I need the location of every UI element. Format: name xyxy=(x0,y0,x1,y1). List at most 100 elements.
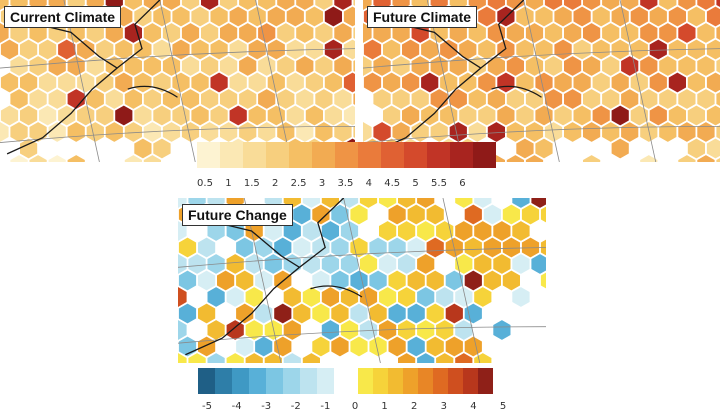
map-hexagon xyxy=(263,253,283,275)
map-hexagon xyxy=(401,71,420,94)
map-hexagon xyxy=(534,38,554,61)
map-hexagon xyxy=(563,121,583,143)
map-hexagon xyxy=(658,88,678,110)
map-hexagon xyxy=(511,198,531,209)
map-hexagon xyxy=(124,55,143,77)
legend-change-positive-colorbar xyxy=(358,368,493,394)
map-hexagon xyxy=(553,71,573,94)
map-hexagon xyxy=(228,104,248,127)
map-hexagon xyxy=(311,203,331,226)
map-hexagon xyxy=(591,104,611,127)
map-hexagon xyxy=(686,5,706,28)
map-hexagon xyxy=(629,104,649,127)
map-hexagon xyxy=(304,5,324,28)
map-hexagon xyxy=(323,38,343,61)
map-hexagon xyxy=(349,269,369,292)
map-hexagon xyxy=(563,88,583,110)
map-hexagon xyxy=(525,121,544,143)
map-hexagon xyxy=(257,22,277,44)
island-outline xyxy=(310,285,363,298)
map-hexagon xyxy=(429,88,449,110)
map-hexagon xyxy=(181,22,200,44)
map-hexagon xyxy=(178,253,188,275)
legend-swatch xyxy=(358,142,381,168)
map-hexagon xyxy=(501,203,521,226)
map-hexagon xyxy=(448,88,468,110)
legend-tick-label: 4 xyxy=(470,401,477,412)
map-hexagon xyxy=(333,0,353,11)
map-hexagon xyxy=(387,302,407,325)
map-hexagon xyxy=(397,220,417,242)
map-hexagon xyxy=(458,104,478,127)
map-hexagon xyxy=(0,71,19,94)
legend-swatch xyxy=(448,368,463,394)
map-hexagon xyxy=(162,0,181,11)
map-hexagon xyxy=(696,22,716,44)
map-hexagon xyxy=(76,38,96,61)
map-hexagon xyxy=(38,38,57,61)
map-hexagon xyxy=(133,71,153,94)
map-hexagon xyxy=(429,121,449,143)
map-hexagon xyxy=(292,302,312,325)
map-hexagon xyxy=(171,104,191,127)
map-hexagon xyxy=(620,88,640,110)
map-hexagon xyxy=(391,55,411,77)
map-hexagon xyxy=(458,38,478,61)
map-hexagon xyxy=(273,236,293,259)
map-hexagon xyxy=(142,88,162,110)
coastline xyxy=(6,0,161,155)
map-hexagon xyxy=(368,335,388,358)
map-hexagon xyxy=(525,88,544,110)
map-hexagon xyxy=(686,137,706,160)
map-hexagon xyxy=(266,38,286,61)
map-hexagon xyxy=(515,104,535,127)
map-hexagon xyxy=(320,220,340,242)
map-hexagon xyxy=(425,236,445,259)
map-hexagon xyxy=(534,137,554,160)
legend-swatch xyxy=(473,142,496,168)
map-hexagon xyxy=(285,5,305,28)
map-hexagon xyxy=(0,38,19,61)
map-hexagon xyxy=(435,286,455,308)
map-hexagon xyxy=(209,104,229,127)
map-hexagon xyxy=(435,220,455,242)
map-hexagon xyxy=(285,104,305,127)
map-hexagon xyxy=(311,236,331,259)
map-hexagon xyxy=(187,253,207,275)
map-hexagon xyxy=(276,0,296,11)
map-hexagon xyxy=(295,55,315,77)
map-hexagon xyxy=(639,22,659,44)
map-hexagon xyxy=(200,0,220,11)
map-hexagon xyxy=(235,335,255,358)
map-hexagon xyxy=(263,352,283,363)
map-hexagon xyxy=(534,71,554,94)
map-panel-future-climate: Future Climate xyxy=(363,0,720,162)
island-outline xyxy=(491,85,542,98)
map-hexagon xyxy=(314,121,334,143)
map-hexagon xyxy=(715,0,720,8)
map-hexagon xyxy=(330,236,350,259)
map-hexagon xyxy=(104,121,124,143)
legend-tick-label: 4 xyxy=(365,178,372,189)
map-hexagon xyxy=(492,253,512,275)
legend-swatch xyxy=(198,368,215,394)
map-hexagon xyxy=(540,205,546,224)
map-hexagon xyxy=(133,104,153,127)
map-hexagon xyxy=(706,104,720,127)
map-hexagon xyxy=(181,55,200,77)
coastline xyxy=(369,0,525,155)
map-hexagon xyxy=(435,352,455,363)
map-hexagon xyxy=(200,88,220,110)
map-hexagon xyxy=(610,104,630,127)
legend-tick-label: 2.5 xyxy=(290,178,307,189)
legend-absolute-ticks: 0.5 1 1.5 2 2.5 3 3.5 4 4.5 5 5.5 6 xyxy=(197,178,493,192)
map-hexagon xyxy=(343,71,355,94)
map-hexagon xyxy=(282,352,302,363)
map-hexagon xyxy=(181,0,200,11)
map-hexagon xyxy=(19,71,38,94)
map-hexagon xyxy=(47,55,67,77)
map-hexagon xyxy=(591,38,611,61)
map-hexagon xyxy=(295,121,315,143)
map-hexagon xyxy=(238,22,258,44)
map-hexagon xyxy=(225,286,245,308)
